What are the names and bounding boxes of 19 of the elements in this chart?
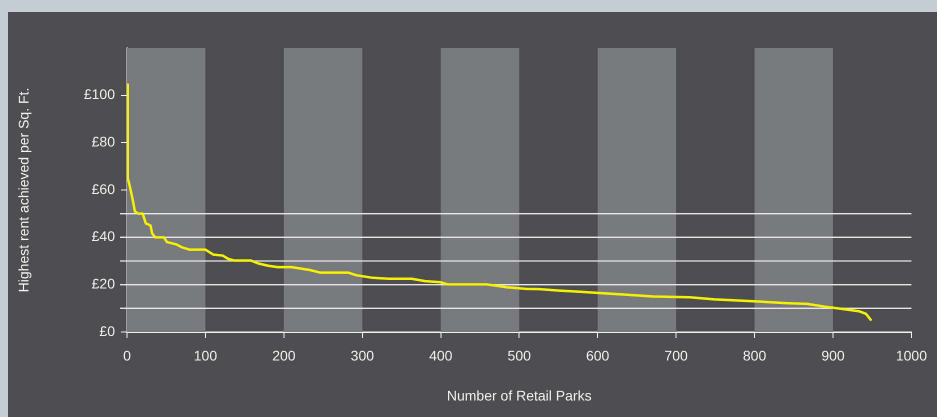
- x-tick-label: 0: [123, 347, 132, 364]
- x-tick-label: 900: [821, 347, 845, 364]
- y-tick-label: £40: [92, 228, 116, 244]
- x-tick-label: 600: [586, 347, 610, 364]
- x-tick-label: 300: [350, 347, 374, 364]
- x-axis-title: Number of Retail Parks: [446, 387, 592, 404]
- y-tick-label: £20: [92, 276, 116, 292]
- x-tick-label: 800: [742, 347, 766, 364]
- x-tick-label: 100: [194, 347, 218, 364]
- x-tick-label: 500: [508, 347, 532, 364]
- y-tick-label: £100: [84, 86, 116, 102]
- x-tick-label: 1000: [896, 347, 928, 364]
- x-tick-label: 200: [272, 347, 296, 364]
- x-tick-label: 700: [664, 347, 688, 364]
- y-axis-title: Highest rent achieved per Sq. Ft.: [15, 88, 32, 292]
- x-tick-label: 400: [429, 347, 453, 364]
- y-tick-label: £80: [92, 134, 116, 150]
- y-tick-label: £0: [99, 322, 116, 339]
- y-tick-label: £60: [92, 180, 116, 197]
